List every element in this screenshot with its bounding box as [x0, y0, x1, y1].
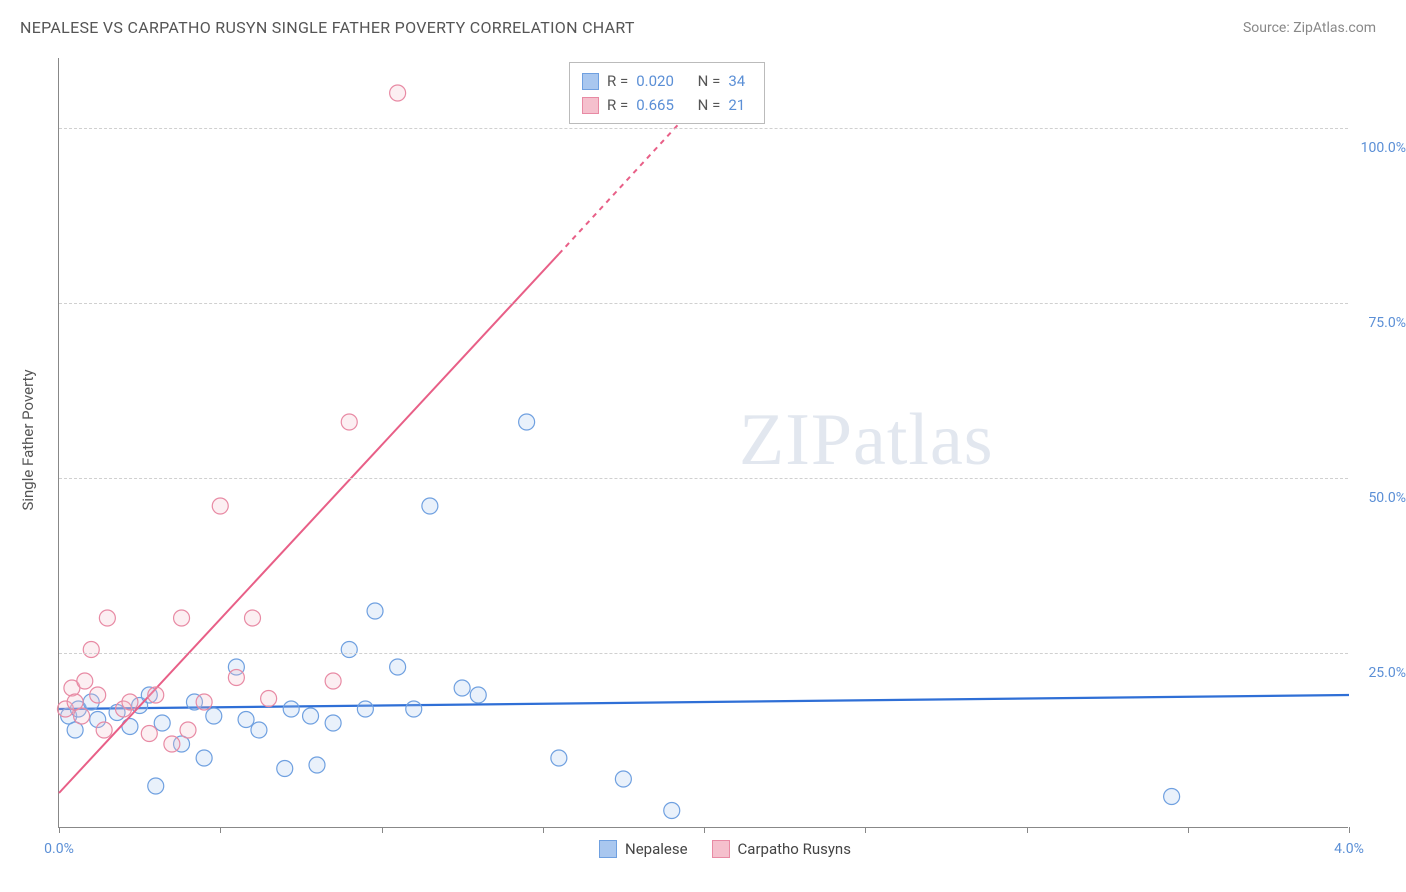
data-point	[341, 642, 357, 658]
data-point	[615, 771, 631, 787]
trend-line-dashed	[559, 114, 688, 254]
y-tick-label: 50.0%	[1356, 490, 1406, 506]
chart-title: NEPALESE VS CARPATHO RUSYN SINGLE FATHER…	[20, 18, 635, 37]
data-point	[96, 722, 112, 738]
x-tick	[865, 827, 866, 833]
data-point	[196, 694, 212, 710]
data-point	[212, 498, 228, 514]
data-point	[277, 761, 293, 777]
data-point	[341, 414, 357, 430]
data-point	[551, 750, 567, 766]
n-label: N =	[690, 69, 720, 93]
x-tick-label: 0.0%	[44, 841, 74, 857]
data-point	[74, 708, 90, 724]
r-label: R =	[607, 93, 628, 117]
n-label: N =	[690, 93, 720, 117]
series-legend-item: Nepalese	[599, 837, 688, 861]
x-tick	[704, 827, 705, 833]
data-point	[245, 610, 261, 626]
data-point	[164, 736, 180, 752]
data-point	[422, 498, 438, 514]
x-tick-label: 4.0%	[1334, 841, 1364, 857]
legend-swatch	[599, 840, 617, 858]
y-tick-label: 75.0%	[1356, 315, 1406, 331]
data-point	[196, 750, 212, 766]
y-tick-label: 100.0%	[1356, 140, 1406, 156]
grid-line	[59, 653, 1348, 654]
data-point	[251, 722, 267, 738]
data-point	[309, 757, 325, 773]
data-point	[83, 642, 99, 658]
data-point	[664, 803, 680, 819]
data-point	[154, 715, 170, 731]
data-point	[325, 673, 341, 689]
x-tick	[382, 827, 383, 833]
grid-line	[59, 478, 1348, 479]
data-point	[148, 687, 164, 703]
data-point	[367, 603, 383, 619]
x-tick	[1027, 827, 1028, 833]
data-point	[228, 670, 244, 686]
data-point	[470, 687, 486, 703]
chart-svg	[59, 58, 1348, 827]
data-point	[303, 708, 319, 724]
data-point	[122, 719, 138, 735]
data-point	[325, 715, 341, 731]
data-point	[180, 722, 196, 738]
x-tick	[1188, 827, 1189, 833]
series-legend: Nepalese Carpatho Rusyns	[599, 837, 851, 861]
x-tick	[1349, 827, 1350, 833]
n-value: 34	[728, 69, 752, 93]
data-point	[90, 687, 106, 703]
data-point	[390, 85, 406, 101]
data-point	[283, 701, 299, 717]
r-value: 0.020	[636, 69, 682, 93]
grid-line	[59, 128, 1348, 129]
y-axis-title: Single Father Poverty	[19, 369, 37, 510]
grid-line	[59, 303, 1348, 304]
data-point	[77, 673, 93, 689]
data-point	[238, 712, 254, 728]
source-attribution: Source: ZipAtlas.com	[1243, 20, 1376, 36]
data-point	[99, 610, 115, 626]
data-point	[122, 694, 138, 710]
data-point	[454, 680, 470, 696]
legend-swatch	[712, 840, 730, 858]
data-point	[406, 701, 422, 717]
r-value: 0.665	[636, 93, 682, 117]
data-point	[141, 726, 157, 742]
series-legend-item: Carpatho Rusyns	[712, 837, 851, 861]
plot-area: ZIPatlas R = 0.020 N = 34R = 0.665 N = 2…	[58, 58, 1348, 828]
data-point	[357, 701, 373, 717]
n-value: 21	[728, 93, 752, 117]
series-name: Carpatho Rusyns	[738, 837, 851, 861]
trend-line	[59, 695, 1349, 709]
data-point	[519, 414, 535, 430]
data-point	[148, 778, 164, 794]
x-tick	[543, 827, 544, 833]
series-name: Nepalese	[625, 837, 688, 861]
x-tick	[59, 827, 60, 833]
data-point	[174, 610, 190, 626]
data-point	[261, 691, 277, 707]
stats-legend-row: R = 0.665 N = 21	[582, 93, 752, 117]
stats-legend-row: R = 0.020 N = 34	[582, 69, 752, 93]
r-label: R =	[607, 69, 628, 93]
data-point	[390, 659, 406, 675]
legend-swatch	[582, 73, 599, 90]
legend-swatch	[582, 97, 599, 114]
x-tick	[220, 827, 221, 833]
y-tick-label: 25.0%	[1356, 665, 1406, 681]
data-point	[206, 708, 222, 724]
stats-legend: R = 0.020 N = 34R = 0.665 N = 21	[569, 62, 765, 124]
data-point	[1164, 789, 1180, 805]
